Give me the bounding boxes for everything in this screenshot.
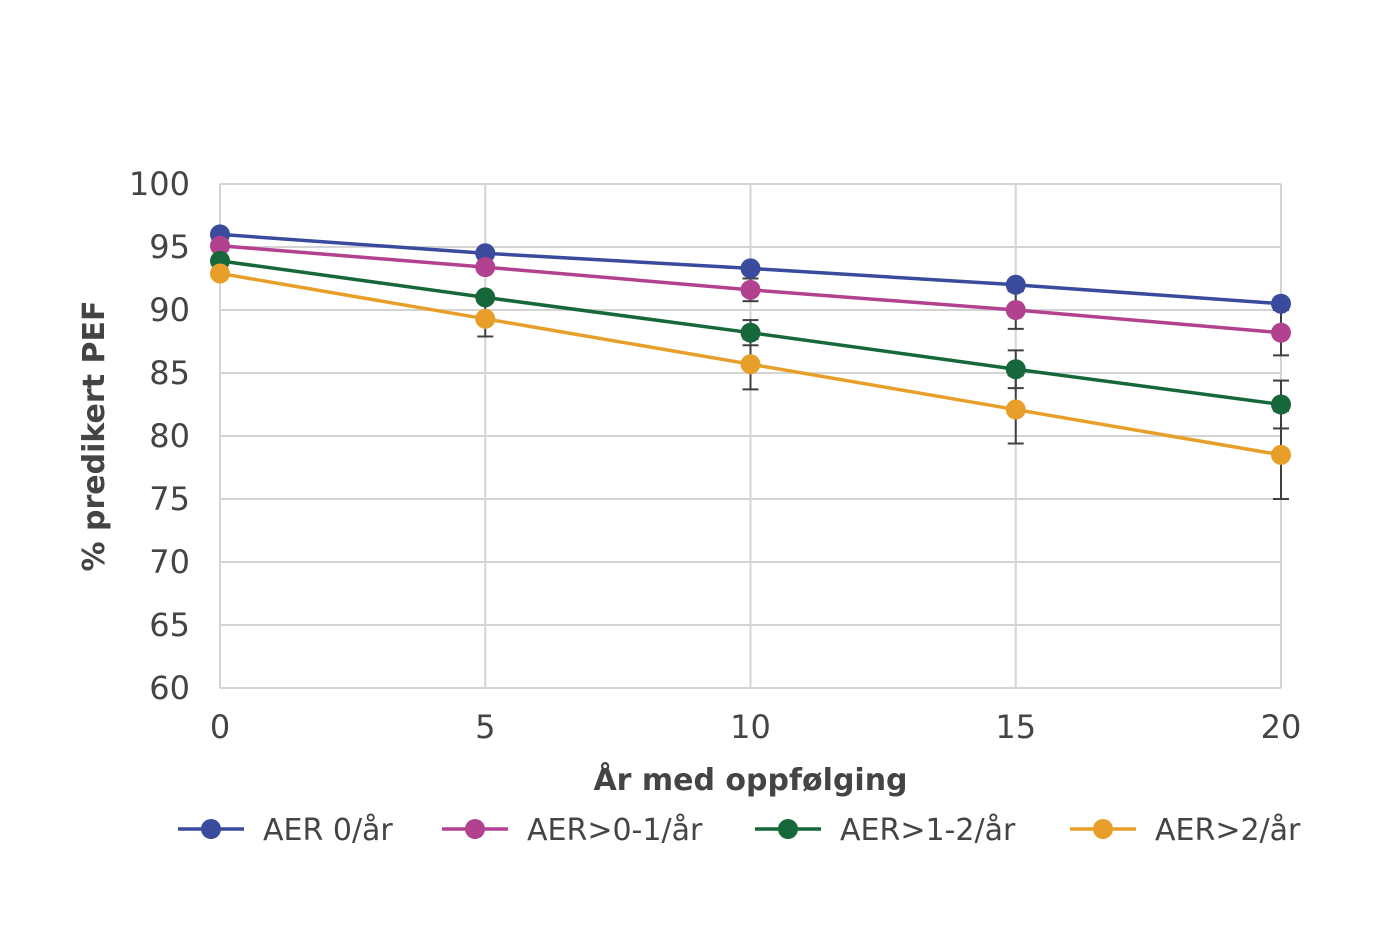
legend-label: AER>0-1/år — [527, 813, 703, 848]
data-point — [1271, 444, 1291, 465]
data-point — [1005, 359, 1026, 380]
x-axis-title: År med oppfølging — [593, 761, 907, 798]
legend-label: AER 0/år — [263, 813, 393, 848]
legend-label: AER>1-2/år — [840, 813, 1016, 848]
x-tick-label: 5 — [475, 708, 495, 746]
y-tick-label: 95 — [149, 228, 190, 266]
data-point — [210, 235, 230, 256]
y-tick-label: 70 — [149, 543, 190, 581]
data-point — [1005, 274, 1026, 295]
x-tick-label: 10 — [730, 708, 771, 746]
data-point — [475, 243, 496, 264]
data-point — [740, 279, 761, 300]
x-axis: 0 5 10 15 20 — [210, 708, 1302, 746]
data-point — [1005, 300, 1026, 320]
x-tick-label: 0 — [210, 708, 230, 746]
y-tick-label: 60 — [149, 669, 190, 707]
data-point — [475, 308, 496, 329]
y-tick-label: 100 — [129, 165, 190, 203]
data-point — [210, 263, 230, 284]
legend: AER 0/år AER>0-1/år AER>1-2/år AER>2/år — [178, 813, 1301, 848]
data-point — [740, 258, 761, 279]
series-group — [210, 224, 1291, 465]
data-point — [1271, 293, 1291, 314]
data-point — [740, 322, 761, 343]
data-point — [475, 257, 496, 278]
y-tick-label: 75 — [149, 480, 190, 518]
legend-marker — [201, 819, 221, 839]
data-point — [1005, 399, 1026, 420]
data-point — [740, 354, 761, 375]
y-tick-label: 90 — [149, 291, 190, 329]
y-tick-label: 80 — [149, 417, 190, 455]
x-tick-label: 15 — [995, 708, 1036, 746]
legend-marker — [1093, 819, 1113, 839]
legend-marker — [465, 819, 485, 839]
y-axis-title: % predikert PEF — [77, 301, 112, 572]
y-axis: 60 65 70 75 80 85 90 95 100 — [129, 165, 190, 707]
legend-marker — [778, 819, 798, 839]
data-point — [475, 287, 496, 308]
x-tick-label: 20 — [1261, 708, 1302, 746]
y-tick-label: 85 — [149, 354, 190, 392]
data-point — [1271, 394, 1291, 415]
legend-label: AER>2/år — [1155, 813, 1301, 848]
y-tick-label: 65 — [149, 606, 190, 644]
data-point — [1271, 322, 1291, 343]
